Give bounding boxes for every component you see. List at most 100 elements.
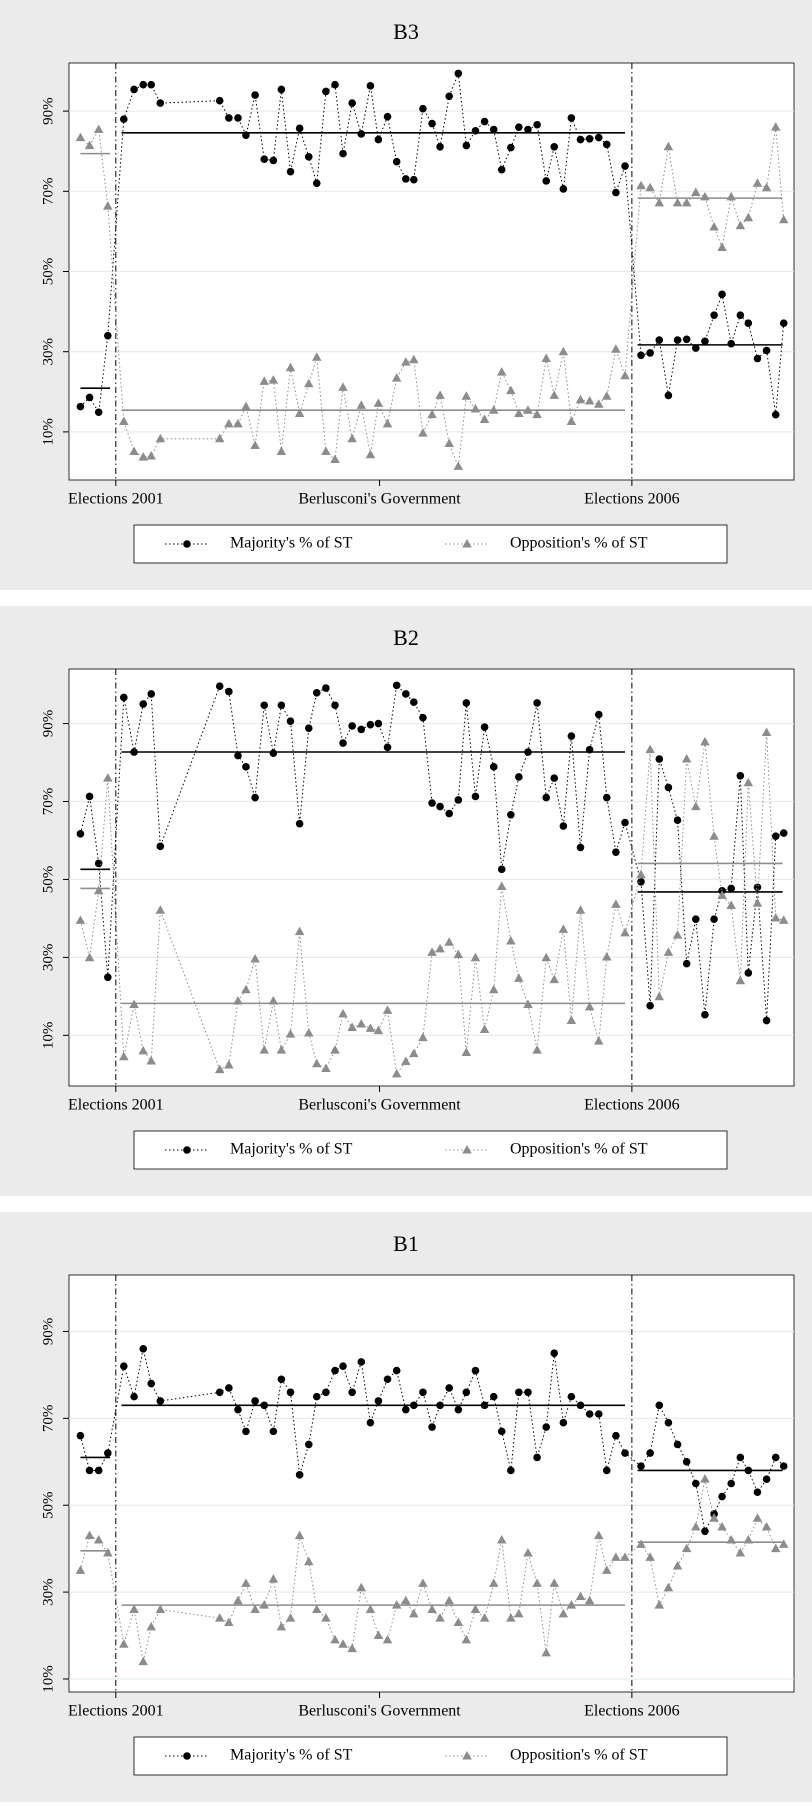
triangle-marker (461, 1047, 472, 1056)
triangle-marker (347, 1022, 357, 1032)
triangle-marker (294, 926, 305, 936)
triangle-marker (514, 1608, 524, 1618)
circle-marker (130, 748, 138, 756)
triangle-marker (347, 433, 357, 443)
triangle-marker (312, 352, 322, 361)
triangle-marker (743, 777, 754, 787)
circle-marker (104, 331, 112, 340)
circle-marker (419, 713, 427, 722)
triangle-marker (717, 1521, 727, 1531)
triangle-marker (103, 201, 113, 210)
triangle-marker (444, 1595, 454, 1605)
triangle-marker (129, 446, 139, 456)
triangle-marker (575, 905, 586, 914)
circle-marker (718, 290, 726, 299)
circle-marker (295, 819, 304, 828)
circle-marker (234, 751, 242, 760)
circle-marker (277, 85, 286, 94)
circle-marker (507, 143, 515, 152)
circle-marker (576, 135, 585, 144)
triangle-marker (330, 1634, 340, 1644)
circle-marker (710, 915, 718, 923)
circle-marker (445, 1384, 453, 1392)
circle-marker (348, 722, 356, 730)
triangle-marker (681, 754, 692, 763)
circle-marker (637, 351, 645, 360)
circle-marker (489, 763, 498, 771)
triangle-marker (214, 433, 225, 443)
triangle-marker (435, 1613, 445, 1622)
y-tick-label: 90% (40, 1318, 56, 1346)
circle-marker (744, 969, 753, 977)
triangle-marker (382, 1634, 393, 1644)
triangle-marker (645, 1552, 655, 1561)
triangle-marker (373, 398, 384, 407)
x-tick-label: Elections 2006 (584, 491, 680, 508)
circle-marker (779, 829, 788, 837)
circle-marker (374, 719, 383, 728)
triangle-marker (155, 433, 166, 443)
triangle-marker (566, 1015, 577, 1025)
circle-marker (567, 732, 576, 740)
circle-marker (762, 1475, 771, 1483)
triangle-marker (470, 1604, 481, 1613)
circle-marker (515, 1388, 523, 1397)
triangle-marker (523, 1548, 533, 1557)
triangle-marker (611, 344, 621, 353)
triangle-marker (427, 947, 437, 956)
circle-marker (339, 739, 347, 747)
circle-marker (462, 1388, 471, 1397)
circle-marker (533, 1453, 541, 1462)
triangle-marker (558, 346, 569, 356)
triangle-marker (93, 124, 104, 134)
triangle-marker (391, 1068, 402, 1078)
triangle-marker (470, 404, 481, 413)
triangle-marker (276, 1045, 287, 1054)
triangle-marker (285, 1613, 296, 1622)
triangle-marker (778, 214, 789, 224)
circle-marker (480, 1401, 489, 1410)
circle-marker (366, 1418, 375, 1427)
triangle-marker (532, 1578, 542, 1587)
legend-label: Opposition's % of ST (510, 535, 648, 552)
circle-marker (542, 1423, 551, 1431)
legend: Majority's % of ST Opposition's % of ST (133, 1130, 728, 1170)
triangle-marker (84, 952, 95, 962)
circle-marker (664, 783, 673, 792)
circle-marker (515, 123, 523, 131)
triangle-marker (479, 1024, 490, 1033)
triangle-marker (541, 952, 551, 962)
circle-marker (277, 1375, 286, 1384)
triangle-marker (523, 999, 533, 1009)
circle-marker (550, 143, 559, 151)
circle-marker (779, 1462, 788, 1470)
circle-marker (94, 408, 103, 417)
triangle-marker (146, 450, 156, 460)
triangle-marker (119, 1051, 129, 1061)
triangle-marker (382, 1005, 393, 1014)
circle-marker (130, 85, 138, 94)
circle-marker (497, 865, 506, 874)
circle-marker (286, 167, 295, 176)
circle-marker (402, 175, 410, 183)
circle-marker (567, 114, 576, 122)
circle-marker (357, 725, 366, 734)
circle-marker (753, 1488, 762, 1496)
triangle-marker (470, 952, 481, 962)
triangle-marker (620, 927, 630, 937)
circle-marker (515, 773, 523, 781)
circle-marker (637, 1462, 645, 1470)
circle-marker (462, 699, 471, 707)
triangle-marker (356, 1019, 367, 1028)
circle-marker (331, 1366, 339, 1375)
triangle-marker (541, 1647, 551, 1657)
circle-marker (692, 1479, 700, 1488)
triangle-marker (155, 1604, 166, 1613)
triangle-marker (770, 913, 781, 922)
legend-label: Opposition's % of ST (510, 1747, 648, 1764)
circle-marker (585, 1410, 594, 1418)
triangle-marker (575, 1591, 586, 1600)
triangle-marker (584, 1001, 595, 1011)
circle-marker (339, 149, 347, 158)
triangle-marker (594, 1036, 604, 1045)
